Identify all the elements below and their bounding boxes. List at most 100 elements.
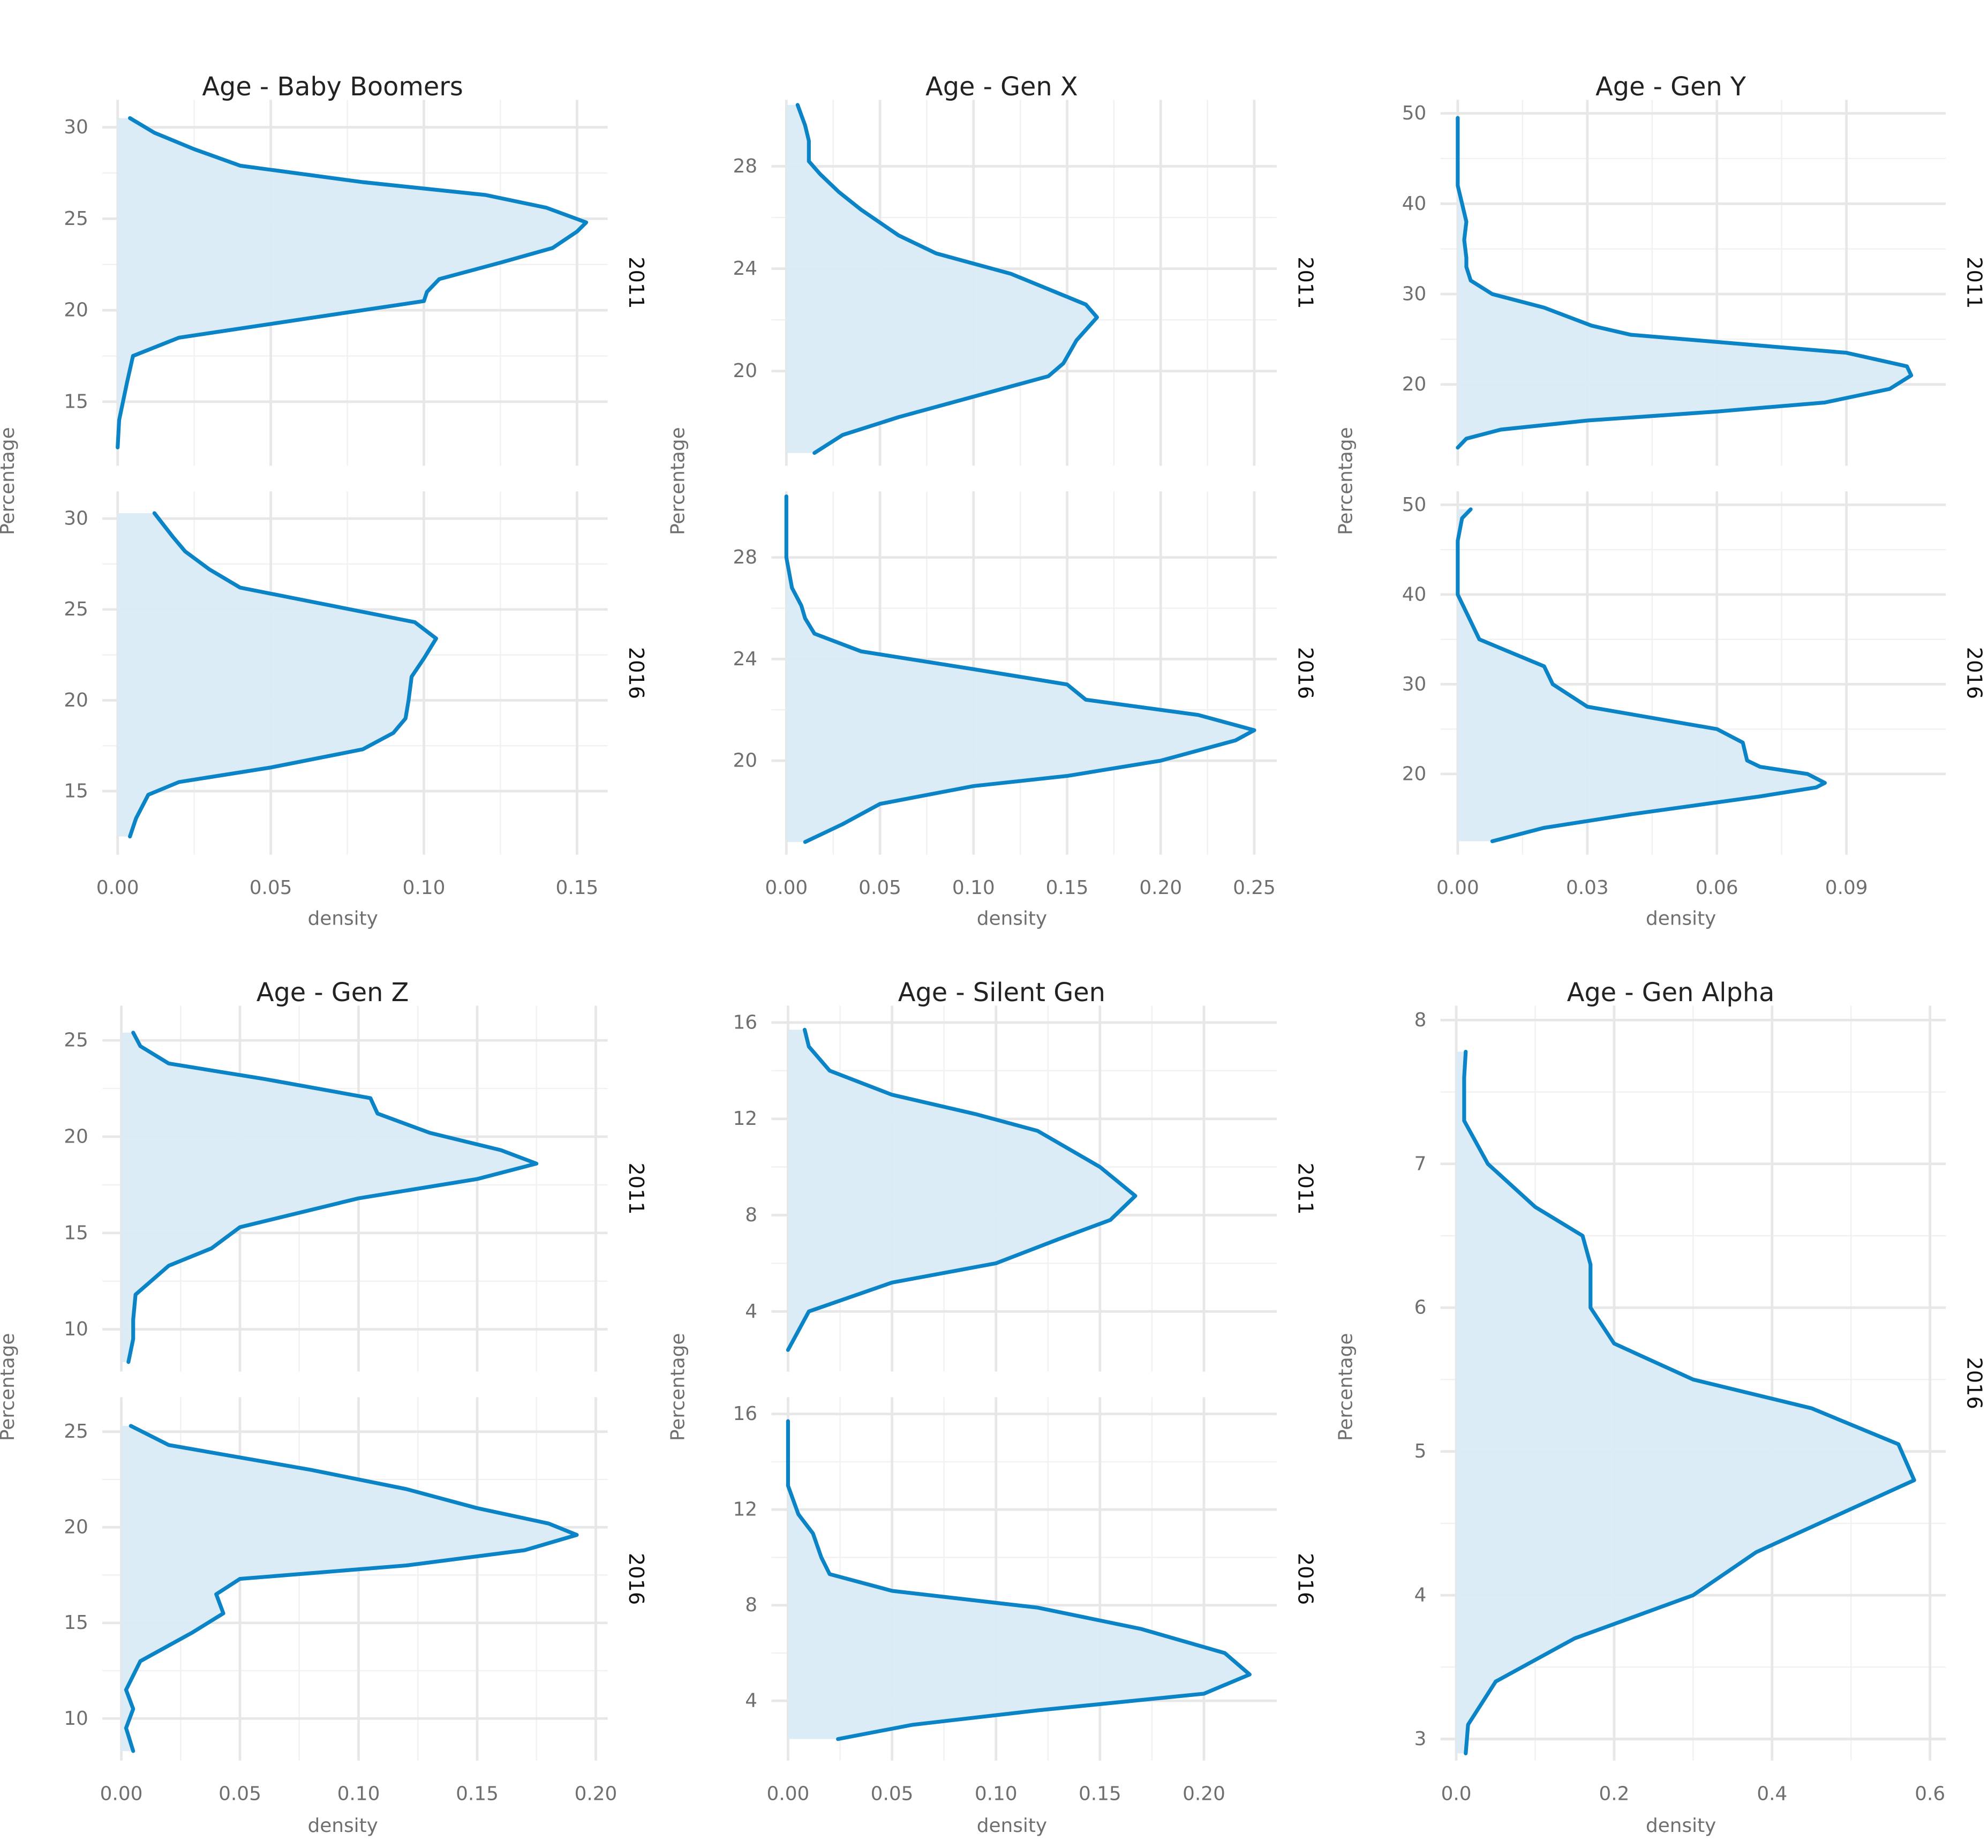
x-tick-label: 0.15 bbox=[456, 1783, 499, 1805]
y-tick-label: 24 bbox=[733, 258, 758, 280]
x-tick-label: 0.05 bbox=[219, 1783, 261, 1805]
y-tick-label: 25 bbox=[64, 598, 88, 620]
x-tick-label: 0.10 bbox=[337, 1783, 380, 1805]
density-line bbox=[126, 1031, 539, 1364]
panel-3-0: 10 15 20 25 2011 bbox=[64, 1005, 647, 1372]
y-tick-label: 5 bbox=[1414, 1440, 1427, 1462]
y-axis-label: Percentage bbox=[667, 1333, 689, 1441]
x-tick-label: 0.03 bbox=[1566, 877, 1609, 899]
strip-label: 2011 bbox=[1293, 1162, 1316, 1214]
strip-label: 2011 bbox=[624, 1162, 647, 1214]
y-tick-label: 16 bbox=[733, 1011, 758, 1033]
x-tick-label: 0.10 bbox=[975, 1783, 1018, 1805]
density-area bbox=[121, 1032, 537, 1362]
strip-label: 2011 bbox=[1293, 257, 1316, 309]
y-tick-label: 40 bbox=[1402, 583, 1427, 605]
density-area bbox=[788, 1030, 1135, 1350]
density-line bbox=[128, 511, 438, 839]
x-tick-label: 0.20 bbox=[1139, 877, 1182, 899]
x-tick-label: 0.0 bbox=[1441, 1783, 1472, 1805]
y-tick-label: 20 bbox=[1402, 373, 1427, 395]
y-tick-label: 3 bbox=[1414, 1728, 1427, 1750]
y-tick-label: 12 bbox=[733, 1499, 758, 1521]
facet-5: 3 4 5 6 7 8 2016 0.0 0.2 0.4 0.6 Age - Gen Alpha den… bbox=[1335, 978, 1985, 1837]
density-area bbox=[786, 496, 1254, 842]
x-tick-label: 0.00 bbox=[765, 877, 808, 899]
panel-5-0: 3 4 5 6 7 8 2016 bbox=[1414, 1005, 1986, 1761]
y-tick-label: 4 bbox=[745, 1690, 757, 1712]
density-line bbox=[1462, 1049, 1916, 1755]
y-tick-label: 20 bbox=[64, 299, 88, 321]
y-axis-label: Percentage bbox=[1335, 1333, 1357, 1441]
x-tick-label: 0.00 bbox=[96, 877, 139, 899]
density-area bbox=[117, 513, 436, 837]
y-tick-label: 24 bbox=[733, 648, 758, 670]
facet-3: 10 15 20 25 2011 10 15 20 25 2016 0.00 0.05 0.10 0.15… bbox=[0, 978, 647, 1837]
y-axis-label: Percentage bbox=[0, 427, 19, 535]
y-tick-label: 7 bbox=[1414, 1153, 1427, 1175]
density-line bbox=[786, 1419, 1252, 1741]
y-tick-label: 20 bbox=[733, 750, 758, 772]
chart-title: Age - Baby Boomers bbox=[202, 72, 463, 102]
y-tick-label: 30 bbox=[1402, 673, 1427, 695]
y-tick-label: 15 bbox=[64, 390, 88, 412]
x-tick-label: 0.05 bbox=[250, 877, 292, 899]
density-area bbox=[786, 104, 1097, 453]
panel-1-1: 20 24 28 2016 bbox=[733, 491, 1316, 855]
panel-2-1: 20 30 40 50 2016 bbox=[1402, 491, 1986, 855]
y-tick-label: 30 bbox=[1402, 283, 1427, 305]
facet-0: 15 20 25 30 2011 15 20 25 30 2016 0.00 0.05 0.10 0.15… bbox=[0, 72, 647, 930]
density-area bbox=[1456, 1051, 1915, 1754]
y-tick-label: 30 bbox=[64, 508, 88, 530]
strip-label: 2011 bbox=[1962, 257, 1986, 309]
x-tick-label: 0.20 bbox=[575, 1783, 618, 1805]
y-tick-label: 8 bbox=[1414, 1009, 1427, 1031]
facet-2: 20 30 40 50 2011 20 30 40 50 2016 0.00 0.03 0.06 0.09… bbox=[1335, 72, 1985, 930]
x-tick-label: 0.06 bbox=[1696, 877, 1738, 899]
x-tick-label: 0.05 bbox=[859, 877, 901, 899]
strip-label: 2016 bbox=[1962, 1357, 1986, 1409]
y-tick-label: 20 bbox=[64, 689, 88, 711]
density-line bbox=[124, 1424, 579, 1753]
panel-3-1: 10 15 20 25 2016 bbox=[64, 1397, 647, 1761]
y-tick-label: 28 bbox=[733, 155, 758, 177]
y-tick-label: 8 bbox=[745, 1204, 757, 1226]
x-tick-label: 0.05 bbox=[871, 1783, 914, 1805]
x-tick-label: 0.00 bbox=[767, 1783, 810, 1805]
x-axis-label: density bbox=[1646, 908, 1716, 930]
x-tick-label: 0.00 bbox=[100, 1783, 143, 1805]
strip-label: 2016 bbox=[1293, 647, 1316, 699]
x-tick-label: 0.00 bbox=[1436, 877, 1479, 899]
y-tick-label: 20 bbox=[64, 1516, 88, 1538]
x-tick-label: 0.15 bbox=[1079, 1783, 1121, 1805]
y-tick-label: 15 bbox=[64, 1222, 88, 1244]
x-axis-label: density bbox=[1646, 1815, 1716, 1837]
y-tick-label: 20 bbox=[733, 360, 758, 382]
y-tick-label: 15 bbox=[64, 780, 88, 802]
x-tick-label: 0.4 bbox=[1757, 1783, 1787, 1805]
y-tick-label: 16 bbox=[733, 1403, 758, 1425]
strip-label: 2016 bbox=[1293, 1553, 1316, 1605]
y-tick-label: 12 bbox=[733, 1108, 758, 1130]
panel-1-0: 20 24 28 2011 bbox=[733, 100, 1316, 466]
x-tick-label: 0.20 bbox=[1183, 1783, 1225, 1805]
y-axis-label: Percentage bbox=[0, 1333, 19, 1441]
y-tick-label: 50 bbox=[1402, 102, 1427, 124]
x-axis-label: density bbox=[307, 1815, 378, 1837]
y-tick-label: 15 bbox=[64, 1612, 88, 1634]
density-area bbox=[117, 118, 586, 448]
y-axis-label: Percentage bbox=[1335, 427, 1357, 535]
density-line bbox=[116, 116, 589, 449]
y-tick-label: 50 bbox=[1402, 494, 1427, 516]
strip-label: 2016 bbox=[624, 1553, 647, 1605]
y-tick-label: 25 bbox=[64, 1030, 88, 1051]
x-axis-label: density bbox=[977, 908, 1047, 930]
facet-4: 4 8 12 16 2011 4 8 12 16 2016 0.00 0.05 0.10 0.15 0.20… bbox=[667, 978, 1316, 1837]
density-area bbox=[788, 1421, 1250, 1739]
panel-4-1: 4 8 12 16 2016 bbox=[733, 1397, 1316, 1761]
chart-title: Age - Gen X bbox=[925, 72, 1078, 102]
density-line bbox=[1456, 507, 1827, 844]
strip-label: 2016 bbox=[624, 647, 647, 699]
chart-title: Age - Gen Y bbox=[1595, 72, 1746, 102]
chart-title: Age - Gen Alpha bbox=[1567, 978, 1775, 1008]
